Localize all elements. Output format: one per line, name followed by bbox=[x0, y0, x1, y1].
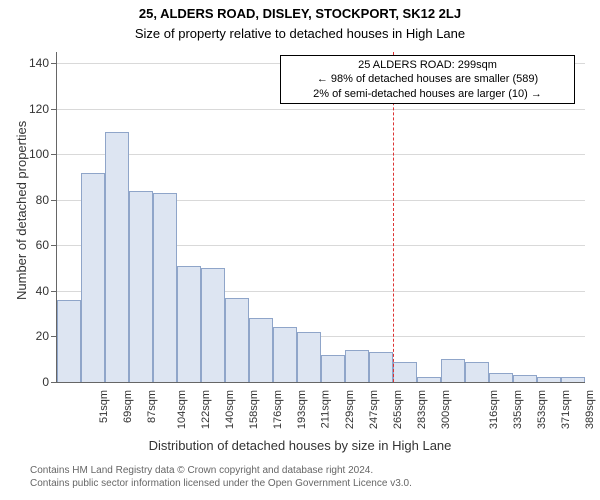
x-tick-label: 265sqm bbox=[392, 390, 404, 429]
y-axis-label: Number of detached properties bbox=[14, 121, 29, 300]
histogram-bar bbox=[345, 350, 369, 382]
x-tick-label: 371sqm bbox=[560, 390, 572, 429]
x-tick-label: 211sqm bbox=[319, 390, 331, 428]
x-tick-label: 69sqm bbox=[122, 390, 134, 423]
x-tick-label: 300sqm bbox=[440, 390, 452, 429]
histogram-bar bbox=[57, 300, 81, 382]
histogram-bar bbox=[105, 132, 129, 382]
histogram-bar bbox=[393, 362, 417, 382]
x-tick-label: 353sqm bbox=[536, 390, 548, 429]
histogram-bar bbox=[201, 268, 225, 382]
histogram-bar bbox=[561, 377, 585, 382]
histogram-bar bbox=[537, 377, 561, 382]
histogram-bar bbox=[153, 193, 177, 382]
y-tick-label: 120 bbox=[29, 102, 57, 116]
x-tick-label: 140sqm bbox=[224, 390, 236, 429]
histogram-bar bbox=[369, 352, 393, 382]
histogram-bar bbox=[441, 359, 465, 382]
histogram-bar bbox=[321, 355, 345, 382]
y-tick-label: 80 bbox=[36, 193, 57, 207]
x-axis-label: Distribution of detached houses by size … bbox=[0, 438, 600, 453]
histogram-bar bbox=[225, 298, 249, 382]
annotation-line3: 2% of semi-detached houses are larger (1… bbox=[285, 87, 570, 101]
x-tick-label: 122sqm bbox=[200, 390, 212, 429]
histogram-bar bbox=[249, 318, 273, 382]
y-tick-label: 40 bbox=[36, 284, 57, 298]
histogram-bar bbox=[81, 173, 105, 382]
histogram-bar bbox=[417, 377, 441, 382]
histogram-bar bbox=[273, 327, 297, 382]
footer-line1: Contains HM Land Registry data © Crown c… bbox=[30, 464, 412, 477]
chart-container: 25, ALDERS ROAD, DISLEY, STOCKPORT, SK12… bbox=[0, 0, 600, 500]
histogram-bar bbox=[513, 375, 537, 382]
y-tick-label: 0 bbox=[42, 375, 57, 389]
chart-title: 25, ALDERS ROAD, DISLEY, STOCKPORT, SK12… bbox=[0, 6, 600, 21]
chart-subtitle: Size of property relative to detached ho… bbox=[0, 26, 600, 41]
y-tick-label: 140 bbox=[29, 56, 57, 70]
histogram-bar bbox=[297, 332, 321, 382]
x-tick-label: 176sqm bbox=[272, 390, 284, 429]
histogram-bar bbox=[177, 266, 201, 382]
footer-line2: Contains public sector information licen… bbox=[30, 477, 412, 490]
x-tick-label: 229sqm bbox=[344, 390, 356, 429]
x-tick-label: 193sqm bbox=[296, 390, 308, 429]
x-tick-label: 316sqm bbox=[488, 390, 500, 429]
histogram-bar bbox=[465, 362, 489, 382]
annotation-box: 25 ALDERS ROAD: 299sqm ← 98% of detached… bbox=[280, 55, 575, 104]
histogram-bar bbox=[129, 191, 153, 382]
annotation-line1: 25 ALDERS ROAD: 299sqm bbox=[285, 58, 570, 72]
y-tick-label: 60 bbox=[36, 238, 57, 252]
x-tick-label: 283sqm bbox=[416, 390, 428, 429]
histogram-bar bbox=[489, 373, 513, 382]
x-tick-label: 335sqm bbox=[512, 390, 524, 429]
x-tick-label: 51sqm bbox=[98, 390, 110, 423]
x-tick-label: 104sqm bbox=[176, 390, 188, 429]
y-tick-label: 100 bbox=[29, 147, 57, 161]
gridline bbox=[57, 109, 585, 110]
x-tick-label: 158sqm bbox=[248, 390, 260, 429]
y-tick-label: 20 bbox=[36, 329, 57, 343]
x-tick-label: 87sqm bbox=[146, 390, 158, 423]
x-tick-label: 389sqm bbox=[584, 390, 596, 429]
annotation-line2: ← 98% of detached houses are smaller (58… bbox=[285, 72, 570, 86]
gridline bbox=[57, 154, 585, 155]
footer: Contains HM Land Registry data © Crown c… bbox=[30, 464, 412, 490]
x-tick-label: 247sqm bbox=[368, 390, 380, 429]
